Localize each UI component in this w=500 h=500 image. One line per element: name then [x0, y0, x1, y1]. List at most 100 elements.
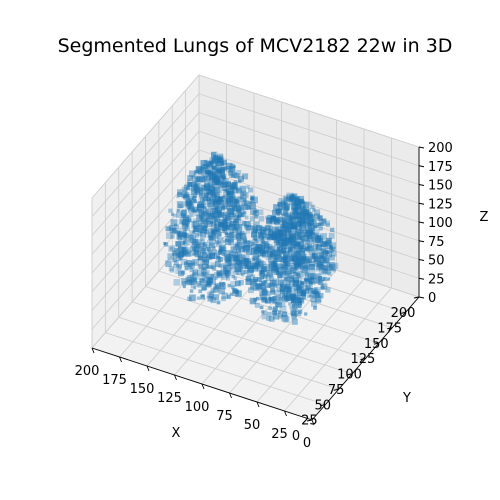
- voxel-right-lung-518: [166, 226, 172, 232]
- voxel-right-lung-866: [192, 199, 197, 203]
- voxel-right-lung-868: [200, 189, 208, 196]
- voxel-right-lung-240: [188, 234, 194, 241]
- voxel-right-lung-89: [208, 293, 214, 299]
- voxel-right-lung-865: [232, 206, 238, 212]
- voxel-left-lung-462: [262, 297, 267, 302]
- voxel-left-lung-347: [311, 252, 316, 257]
- voxel-left-lung-625: [314, 295, 322, 303]
- voxel-left-lung-227: [282, 257, 289, 263]
- voxel-left-lung-789: [286, 236, 292, 242]
- y-tick-label-1: 25: [301, 414, 318, 429]
- voxel-left-lung-865: [316, 235, 321, 240]
- voxel-left-lung-593: [276, 237, 283, 245]
- voxel-left-lung-786: [304, 248, 308, 252]
- voxel-left-lung-707: [293, 208, 299, 214]
- voxel-right-lung-661: [182, 187, 188, 192]
- voxel-right-lung-843: [224, 267, 232, 274]
- voxel-right-lung-491: [182, 240, 187, 244]
- voxel-left-lung-833: [309, 280, 313, 284]
- voxel-right-lung-857: [208, 273, 215, 280]
- voxel-left-lung-405: [258, 271, 264, 277]
- x-tick-4: [201, 383, 205, 390]
- voxel-left-lung-875: [320, 222, 324, 226]
- voxel-right-lung-541: [238, 200, 242, 204]
- voxel-right-lung-732: [219, 245, 227, 252]
- voxel-left-lung-256: [284, 260, 291, 267]
- voxel-right-lung-24: [214, 194, 221, 201]
- voxel-left-lung-416: [314, 256, 320, 262]
- voxel-left-lung-798: [278, 271, 282, 275]
- voxel-right-lung-280: [204, 180, 209, 185]
- x-tick-label-6: 150: [130, 382, 155, 397]
- voxel-right-lung-334: [248, 245, 253, 249]
- voxel-right-lung-828: [217, 232, 222, 237]
- voxel-right-lung-844: [216, 169, 222, 175]
- x-tick-8: [91, 347, 95, 354]
- voxel-left-lung-7: [283, 316, 290, 323]
- voxel-right-lung-796: [196, 222, 203, 230]
- voxel-left-lung-189: [279, 242, 284, 247]
- voxel-left-lung-37: [259, 233, 267, 240]
- voxel-left-lung-665: [270, 289, 276, 295]
- voxel-left-lung-554: [273, 216, 281, 224]
- voxel-left-lung-353: [301, 266, 309, 274]
- voxel-right-lung-39: [208, 231, 214, 238]
- y-tick-7: [400, 311, 406, 314]
- voxel-left-lung-53: [322, 250, 329, 257]
- voxel-right-lung-713: [250, 225, 255, 231]
- voxel-left-lung-329: [305, 278, 309, 282]
- voxel-right-lung-262: [177, 192, 183, 197]
- voxel-left-lung-765: [303, 209, 310, 216]
- y-tick-5: [373, 342, 379, 345]
- voxel-right-lung-471: [234, 215, 240, 221]
- voxel-right-lung-551: [221, 296, 226, 302]
- voxel-left-lung-599: [313, 259, 317, 263]
- voxel-right-lung-461: [177, 263, 182, 269]
- voxel-right-lung-667: [226, 186, 233, 194]
- voxel-right-lung-94: [199, 278, 205, 284]
- voxel-right-lung-81: [199, 187, 203, 192]
- voxel-left-lung-330: [260, 292, 267, 299]
- voxel-right-lung-842: [196, 230, 203, 236]
- voxel-left-lung-478: [260, 297, 264, 301]
- voxel-right-lung-670: [211, 192, 216, 196]
- voxel-left-lung-813: [280, 224, 285, 229]
- voxel-left-lung-565: [318, 222, 322, 227]
- voxel-right-lung-202: [192, 220, 199, 227]
- voxel-right-lung-220: [227, 295, 232, 300]
- voxel-right-lung-380: [203, 173, 207, 177]
- voxel-right-lung-138: [213, 219, 220, 226]
- voxel-right-lung-681: [251, 257, 255, 261]
- voxel-right-lung-369: [166, 232, 173, 239]
- voxel-left-lung-680: [269, 219, 273, 223]
- voxel-left-lung-724: [284, 287, 289, 292]
- voxel-right-lung-204: [211, 152, 217, 158]
- voxel-left-lung-633: [316, 273, 322, 279]
- voxel-left-lung-106: [301, 238, 305, 243]
- voxel-right-lung-721: [182, 215, 189, 222]
- voxel-left-lung-485: [267, 233, 273, 240]
- voxel-right-lung-368: [236, 187, 242, 194]
- voxel-left-lung-564: [264, 279, 268, 284]
- y-tick-6: [387, 327, 393, 330]
- voxel-left-lung-33: [301, 234, 305, 238]
- voxel-left-lung-472: [315, 244, 323, 252]
- voxel-left-lung-645: [285, 255, 290, 261]
- voxel-left-lung-216: [284, 267, 291, 274]
- grid-z-back-6: [198, 112, 420, 185]
- voxel-right-lung-82: [170, 268, 175, 273]
- voxel-left-lung-880: [253, 284, 260, 291]
- voxel-right-lung-501: [220, 205, 224, 209]
- voxel-left-lung-568: [281, 264, 285, 268]
- voxel-left-lung-746: [310, 295, 317, 302]
- voxel-left-lung-484: [287, 247, 293, 252]
- voxel-right-lung-385: [201, 175, 208, 183]
- voxel-right-lung-418: [230, 246, 238, 253]
- voxel-left-lung-71: [312, 219, 317, 224]
- voxel-right-lung-802: [198, 224, 202, 228]
- voxel-right-lung-588: [218, 200, 223, 205]
- x-tick-label-7: 175: [102, 373, 127, 388]
- voxel-left-lung-722: [272, 231, 276, 235]
- voxel-left-lung-815: [272, 260, 276, 264]
- voxel-right-lung-160: [229, 292, 233, 296]
